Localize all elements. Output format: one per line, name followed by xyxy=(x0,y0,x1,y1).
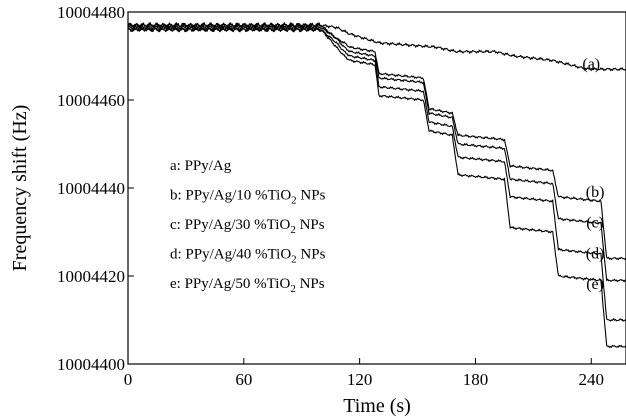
y-tick-label: 10004460 xyxy=(57,91,125,110)
curve-labels: (a) (b) (c) (d) (e) xyxy=(582,56,604,293)
legend-entry-d: d: PPy/Ag/40 %TiO2 NPs xyxy=(170,247,326,266)
y-tick-label: 10004420 xyxy=(57,267,125,286)
x-axis-title: Time (s) xyxy=(343,395,411,417)
series-group xyxy=(127,22,626,349)
y-tick-label: 10004400 xyxy=(57,355,125,374)
x-tick-label: 240 xyxy=(579,370,605,389)
series-line-d xyxy=(127,26,626,322)
x-tick-label: 0 xyxy=(124,370,133,389)
y-axis-title: Frequency shift (Hz) xyxy=(9,105,31,272)
curve-label-c: (c) xyxy=(586,215,604,232)
series-line-b xyxy=(127,22,626,261)
x-axis: 0 60 120 180 240 xyxy=(124,358,604,389)
x-tick-label: 120 xyxy=(347,370,373,389)
legend-entry-e: e: PPy/Ag/50 %TiO2 NPs xyxy=(170,276,325,295)
series-line-c xyxy=(127,24,626,283)
x-tick-label: 180 xyxy=(463,370,489,389)
y-tick-label: 10004440 xyxy=(57,179,125,198)
y-axis: 10004400 10004420 10004440 10004460 10004480 xyxy=(57,3,134,374)
legend: a: PPy/Ag b: PPy/Ag/10 %TiO2 NPs c: PPy/Ag… xyxy=(170,158,326,295)
legend-entry-b: b: PPy/Ag/10 %TiO2 NPs xyxy=(170,188,326,207)
legend-entry-c: c: PPy/Ag/30 %TiO2 NPs xyxy=(170,217,325,236)
series-line-a xyxy=(127,22,626,72)
curve-label-d: (d) xyxy=(586,245,605,262)
y-tick-label: 10004480 xyxy=(57,3,125,22)
legend-entry-a: a: PPy/Ag xyxy=(170,158,232,174)
curve-label-b: (b) xyxy=(586,184,605,201)
curve-label-e: (e) xyxy=(586,276,604,293)
x-tick-label: 60 xyxy=(235,370,252,389)
series-line-e xyxy=(127,26,626,349)
curve-label-a: (a) xyxy=(582,56,600,73)
